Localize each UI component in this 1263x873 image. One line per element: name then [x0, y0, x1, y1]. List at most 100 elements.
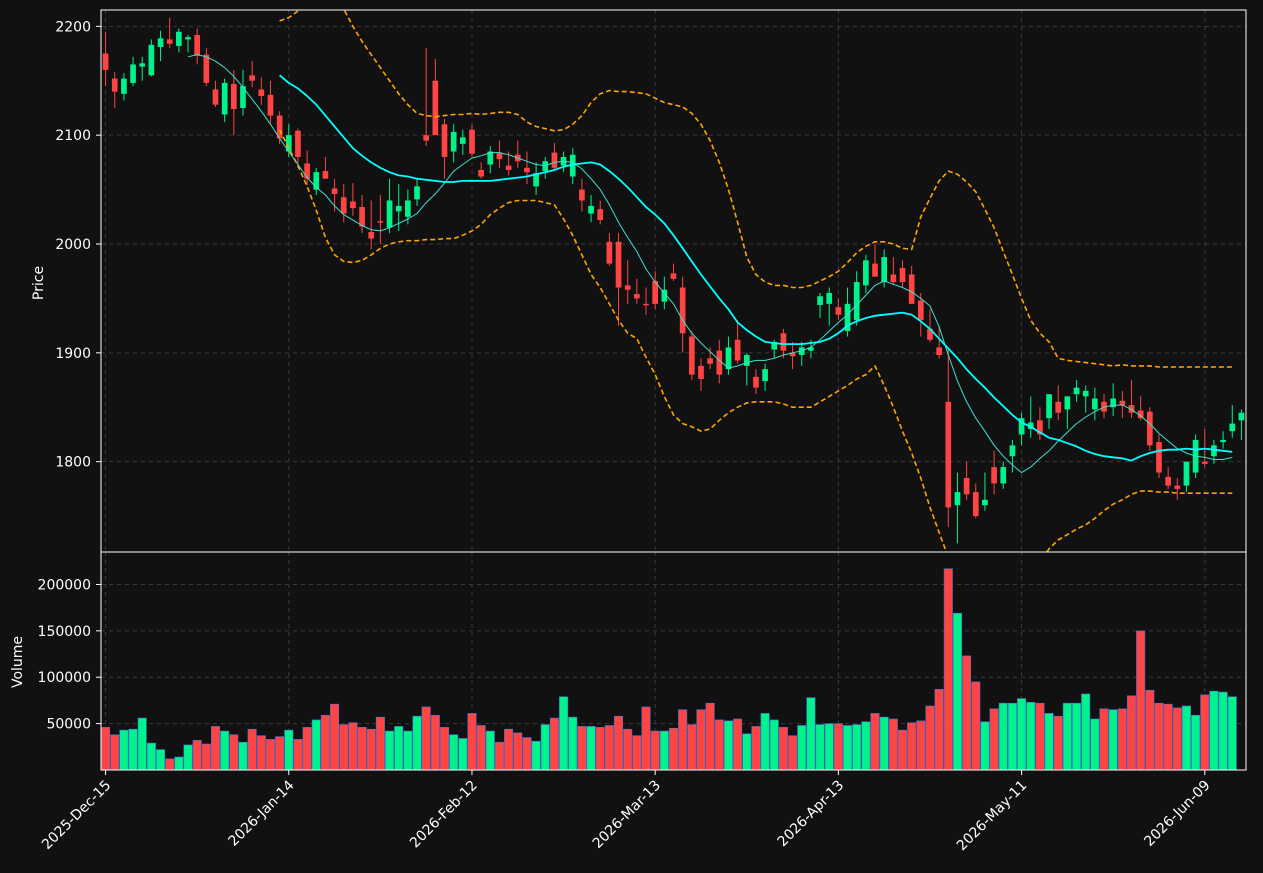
volume-bar [256, 735, 266, 770]
volume-bar [833, 723, 843, 770]
candle-body [1046, 394, 1052, 419]
volume-bar [659, 730, 669, 770]
candle-body [533, 173, 539, 187]
candle-body [899, 267, 906, 283]
volume-bar [980, 721, 990, 770]
volume-bar [678, 709, 688, 770]
candle-body [267, 94, 274, 116]
volume-bar [412, 715, 422, 770]
volume-bar [1117, 708, 1127, 770]
candle-body [817, 296, 823, 305]
volume-bar [586, 726, 596, 770]
candle-body [780, 333, 787, 351]
candle-body [221, 82, 228, 115]
volume-bar [778, 727, 788, 770]
volume-bar [476, 725, 486, 770]
candle-body [624, 285, 631, 290]
upper-band-line [279, 10, 1233, 368]
candle-body [1064, 396, 1071, 410]
volume-bar [577, 726, 587, 770]
volume-bar [284, 729, 294, 770]
candle-body [835, 307, 842, 315]
volume-bar [174, 756, 184, 770]
volume-bar [971, 681, 981, 770]
volume-bar [421, 706, 431, 770]
lower-band-line [278, 129, 1233, 552]
volume-bar [943, 568, 953, 770]
price-tick-label: 1800 [55, 455, 91, 471]
fast-moving-average-line [187, 54, 1233, 474]
volume-bar [229, 734, 239, 770]
candle-body [844, 303, 851, 332]
volume-bar [385, 730, 395, 770]
volume-bar [907, 722, 917, 770]
volume-bar [275, 736, 285, 770]
volume-bar [1062, 702, 1072, 770]
candle-body [808, 347, 814, 351]
volume-bar [238, 741, 248, 770]
candle-body [450, 131, 457, 152]
candle-body [121, 78, 127, 94]
candle-body [240, 86, 246, 108]
price-panel [102, 10, 1245, 552]
volume-panel-frame [100, 551, 1247, 771]
candle-body [322, 171, 329, 179]
candle-body [826, 292, 833, 304]
candle-body [972, 492, 979, 517]
candle-body [386, 200, 393, 228]
volume-bar [769, 719, 779, 770]
volume-bar [962, 655, 972, 770]
candle-body [340, 197, 347, 214]
volume-bar [394, 726, 404, 770]
volume-bar [1200, 694, 1210, 770]
volume-bar [998, 702, 1008, 770]
candle-body [1000, 467, 1007, 484]
candle-body [688, 336, 695, 375]
volume-bar [568, 716, 578, 770]
volume-bar [183, 744, 193, 770]
volume-bar [165, 758, 175, 770]
volume-bar [366, 728, 376, 770]
candle-body [148, 44, 155, 76]
volume-bar [797, 725, 807, 770]
volume-bar [293, 739, 303, 770]
candle-body [377, 221, 384, 223]
candle-body [157, 38, 164, 48]
candle-body [1229, 423, 1236, 432]
candle-body [295, 130, 301, 157]
candle-body [524, 167, 530, 173]
volume-bar [467, 713, 477, 770]
candle-body [441, 124, 448, 157]
volume-bar [458, 738, 468, 770]
candle-body [652, 281, 659, 304]
candle-body [963, 477, 970, 495]
candle-body [459, 137, 466, 144]
candle-body [853, 282, 860, 321]
candle-body [423, 135, 430, 141]
candle-body [579, 189, 585, 201]
volume-bar [119, 729, 129, 770]
volume-bar [1026, 701, 1036, 770]
volume-bar [806, 697, 816, 770]
volume-tick-label: 150000 [38, 624, 91, 640]
candle-body [991, 467, 997, 484]
candle-body [285, 135, 292, 152]
volume-bar [1072, 702, 1082, 770]
volume-bar [815, 724, 825, 770]
volume-bar [311, 719, 321, 770]
volume-bar [220, 730, 230, 770]
candle-body [111, 78, 118, 92]
volume-bar [1154, 702, 1164, 770]
candle-body [350, 201, 356, 209]
volume-tick-label: 50000 [46, 717, 91, 733]
volume-bar [1227, 696, 1237, 770]
volume-bar [751, 726, 761, 770]
candle-body [569, 154, 576, 177]
volume-bar [110, 734, 120, 770]
candle-body [276, 115, 283, 139]
candle-body [505, 165, 512, 170]
volume-bar [375, 716, 385, 770]
volume-bar [192, 740, 202, 770]
candle-body [166, 39, 173, 44]
